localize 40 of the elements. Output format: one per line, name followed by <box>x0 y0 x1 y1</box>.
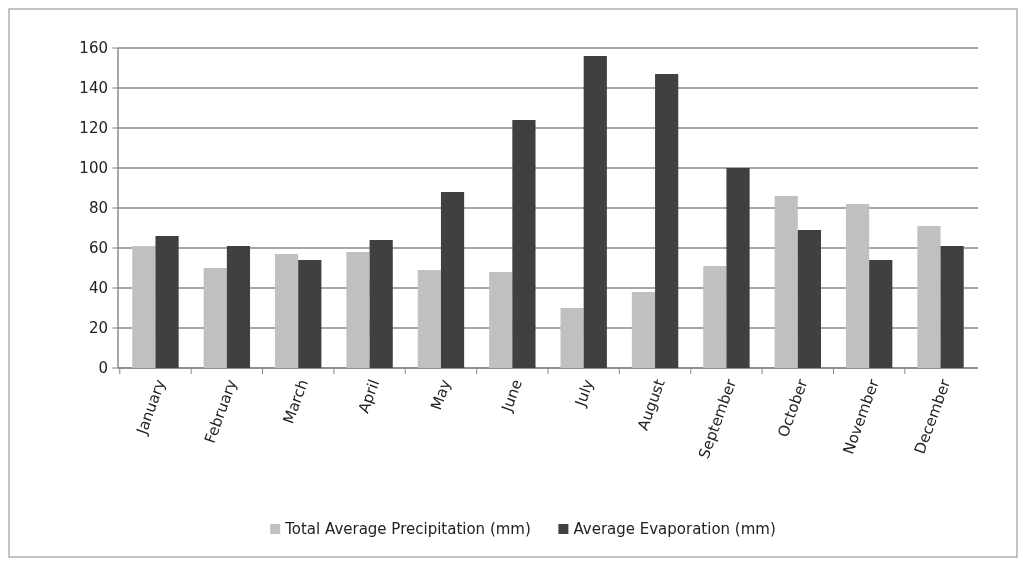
legend-label: Average Evaporation (mm) <box>573 520 776 538</box>
bar <box>940 246 964 368</box>
x-tick-label: July <box>570 376 598 410</box>
bar <box>869 260 893 368</box>
y-tick-label: 100 <box>79 159 108 178</box>
bar <box>560 308 584 368</box>
bar <box>845 204 870 368</box>
bar <box>797 230 821 368</box>
bar <box>346 252 370 368</box>
bar <box>369 240 393 368</box>
bar <box>631 292 656 368</box>
y-tick-label: 160 <box>79 39 108 58</box>
bar <box>203 268 227 368</box>
y-tick-label: 140 <box>79 79 108 98</box>
legend-label: Total Average Precipitation (mm) <box>284 520 531 538</box>
x-tick-label: April <box>354 377 384 416</box>
x-tick-label: March <box>279 377 312 427</box>
bar <box>917 226 941 368</box>
bar <box>774 196 798 368</box>
bar <box>703 266 727 368</box>
bar <box>583 56 607 368</box>
y-tick-label: 40 <box>88 279 108 298</box>
bar <box>132 246 156 368</box>
bar <box>440 192 465 368</box>
bar <box>655 74 679 368</box>
bar <box>489 272 513 368</box>
y-tick-label: 20 <box>88 319 108 338</box>
bar <box>226 246 251 368</box>
bar <box>417 270 441 368</box>
x-tick-label: June <box>497 377 527 415</box>
y-tick-label: 0 <box>98 359 108 378</box>
bar <box>512 120 536 368</box>
bar <box>275 254 299 368</box>
bar <box>155 236 179 368</box>
bar <box>726 168 750 368</box>
y-tick-label: 60 <box>88 239 108 258</box>
y-tick-label: 120 <box>79 119 108 138</box>
y-tick-label: 80 <box>88 199 108 218</box>
bar <box>298 260 322 368</box>
x-tick-label: May <box>427 376 455 413</box>
